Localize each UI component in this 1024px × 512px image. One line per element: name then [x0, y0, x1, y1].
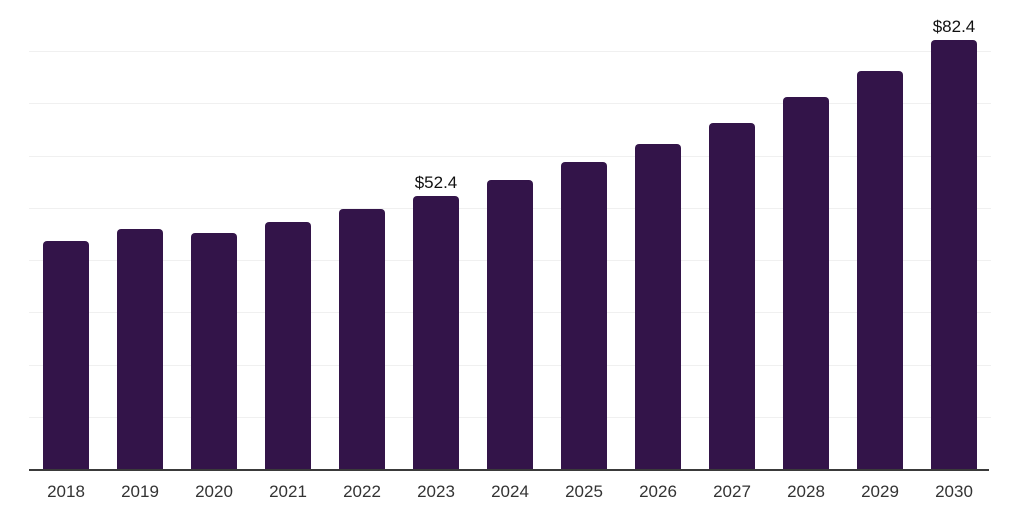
- bar-2029: [857, 70, 903, 470]
- x-tick-label-2023: 2023: [417, 482, 455, 501]
- x-axis-line: [29, 469, 989, 471]
- x-tick-label-2030: 2030: [935, 482, 973, 501]
- x-tick-label-2019: 2019: [121, 482, 159, 501]
- x-axis-tick-labels: 2018 2019 2020 2021 2022 2023 2024 2025 2026 2027…: [29, 481, 991, 503]
- bar-2027: [709, 122, 755, 470]
- gridline-70: [29, 103, 991, 105]
- x-tick-label-2028: 2028: [787, 482, 825, 501]
- x-tick-label-2020: 2020: [195, 482, 233, 501]
- bar-slot-2020: [177, 0, 251, 470]
- x-tick-label-2024: 2024: [491, 482, 529, 501]
- x-tick-label-2018: 2018: [47, 482, 85, 501]
- x-tick-label-2027: 2027: [713, 482, 751, 501]
- bar-2018: [43, 240, 89, 470]
- bar-slot-2028: [769, 0, 843, 470]
- data-label-2023: $52.4: [414, 173, 458, 193]
- bar-2024: [487, 179, 533, 470]
- bar-slot-2021: [251, 0, 325, 470]
- bar-slot-2026: [621, 0, 695, 470]
- bar-2022: [339, 208, 385, 470]
- bar-2026: [635, 143, 681, 470]
- x-tick-label-2029: 2029: [861, 482, 899, 501]
- bar-2028: [783, 97, 829, 470]
- bar-2021: [265, 222, 311, 470]
- gridline-80: [29, 51, 991, 53]
- bar-slot-2018: [29, 0, 103, 470]
- bar-slot-2027: [695, 0, 769, 470]
- x-tick-label-2026: 2026: [639, 482, 677, 501]
- bar-slot-2030: $82.4: [917, 0, 991, 470]
- bar-slot-2025: [547, 0, 621, 470]
- bar-2030: [931, 39, 977, 470]
- x-tick-label-2021: 2021: [269, 482, 307, 501]
- bar-slot-2019: [103, 0, 177, 470]
- bar-2025: [561, 162, 607, 470]
- data-label-2030: $82.4: [932, 16, 976, 36]
- bar-slot-2023: $52.4: [399, 0, 473, 470]
- bar-2023: [413, 196, 459, 470]
- bar-2019: [117, 228, 163, 470]
- bar-slot-2024: [473, 0, 547, 470]
- gridline-60: [29, 155, 991, 157]
- bar-slot-2029: [843, 0, 917, 470]
- bar-series: $52.4 $82.4: [29, 0, 991, 470]
- bar-2020: [191, 233, 237, 470]
- bar-slot-2022: [325, 0, 399, 470]
- x-tick-label-2022: 2022: [343, 482, 381, 501]
- plot-area: $52.4 $82.4: [29, 0, 991, 470]
- x-tick-label-2025: 2025: [565, 482, 603, 501]
